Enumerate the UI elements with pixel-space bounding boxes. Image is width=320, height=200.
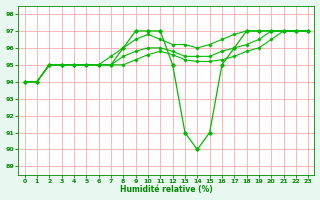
X-axis label: Humidité relative (%): Humidité relative (%): [120, 185, 213, 194]
